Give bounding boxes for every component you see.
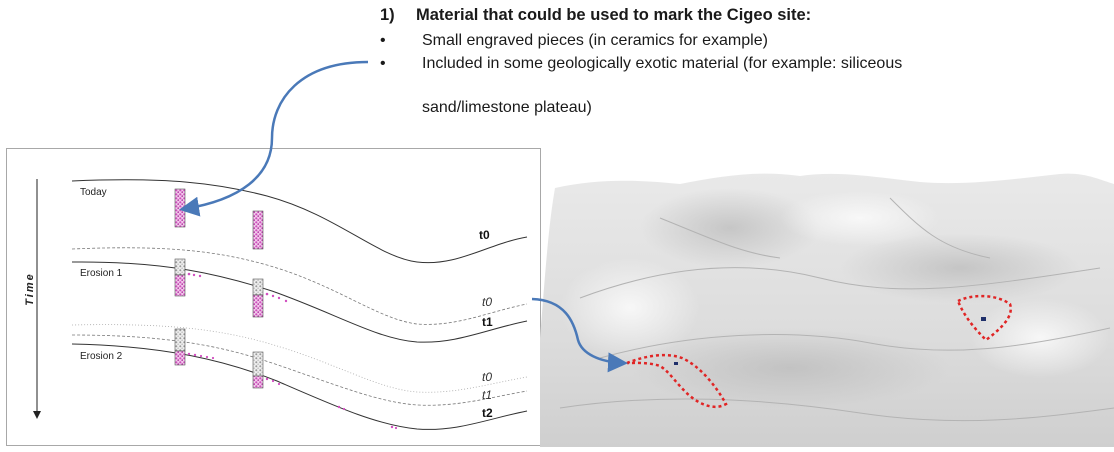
eroded-marker-column: [174, 258, 186, 276]
stage-label-today: Today: [80, 187, 107, 198]
site-marker: [981, 317, 986, 321]
marker-column: [252, 210, 264, 250]
terrain-ridges: [559, 197, 1114, 422]
time-axis-arrowhead: [33, 411, 41, 419]
time-marker-t1: t1: [482, 388, 492, 402]
marker-column: [252, 294, 264, 318]
marker-column: [174, 188, 186, 228]
scattered-markers: [187, 352, 398, 430]
terrain-highlight: [560, 258, 700, 358]
eroded-marker-column: [174, 328, 186, 352]
bullet-continuation: sand/limestone plateau): [422, 99, 592, 116]
erosion-diagram: Time Today t0 Erosion 1 t0 t1 Erosion 2: [6, 148, 541, 446]
surface-line-today: [71, 179, 528, 264]
terrain-shading: [630, 328, 950, 408]
bullet-dot: •: [380, 32, 386, 49]
bullet-dot: •: [380, 55, 386, 72]
marker-column: [174, 350, 186, 366]
site-marker: [674, 362, 678, 365]
previous-surface-line: [71, 334, 528, 406]
scattered-markers: [187, 272, 288, 303]
time-marker-t0: t0: [482, 295, 492, 309]
erosion-diagram-canvas: Time Today t0 Erosion 1 t0 t1 Erosion 2: [24, 179, 528, 430]
terrain-highlight: [970, 298, 1110, 378]
bullet-text: Small engraved pieces (in ceramics for e…: [422, 32, 768, 49]
time-marker-t1: t1: [482, 315, 493, 329]
previous-surface-line: [71, 247, 528, 325]
terrain-shading: [840, 233, 1080, 303]
time-axis-label: Time: [24, 272, 36, 305]
heading-number: 1): [380, 6, 395, 24]
marker-column: [174, 274, 186, 297]
eroded-marker-column: [252, 351, 264, 377]
stage-label-erosion-2: Erosion 2: [80, 351, 123, 362]
terrain-canvas: [540, 173, 1114, 447]
marker-column: [252, 375, 264, 389]
time-marker-t0: t0: [482, 370, 492, 384]
stage-label-erosion-1: Erosion 1: [80, 268, 123, 279]
site-zone-outline: [626, 353, 728, 408]
terrain-rendering: [540, 158, 1114, 447]
eroded-marker-column: [252, 278, 264, 296]
heading-text: Material that could be used to mark the …: [416, 6, 812, 24]
terrain-highlight: [780, 190, 940, 246]
oldest-surface-line: [71, 324, 528, 393]
bullet-text: Included in some geologically exotic mat…: [422, 55, 903, 72]
terrain-shading: [640, 188, 820, 268]
section-heading: 1) Material that could be used to mark th…: [380, 6, 811, 25]
surface-line-erosion-2: [71, 343, 528, 430]
time-marker-t2: t2: [482, 406, 493, 420]
time-marker-t0: t0: [479, 228, 490, 242]
site-zone-outline: [956, 294, 1013, 342]
surface-line-erosion-1: [71, 261, 528, 343]
